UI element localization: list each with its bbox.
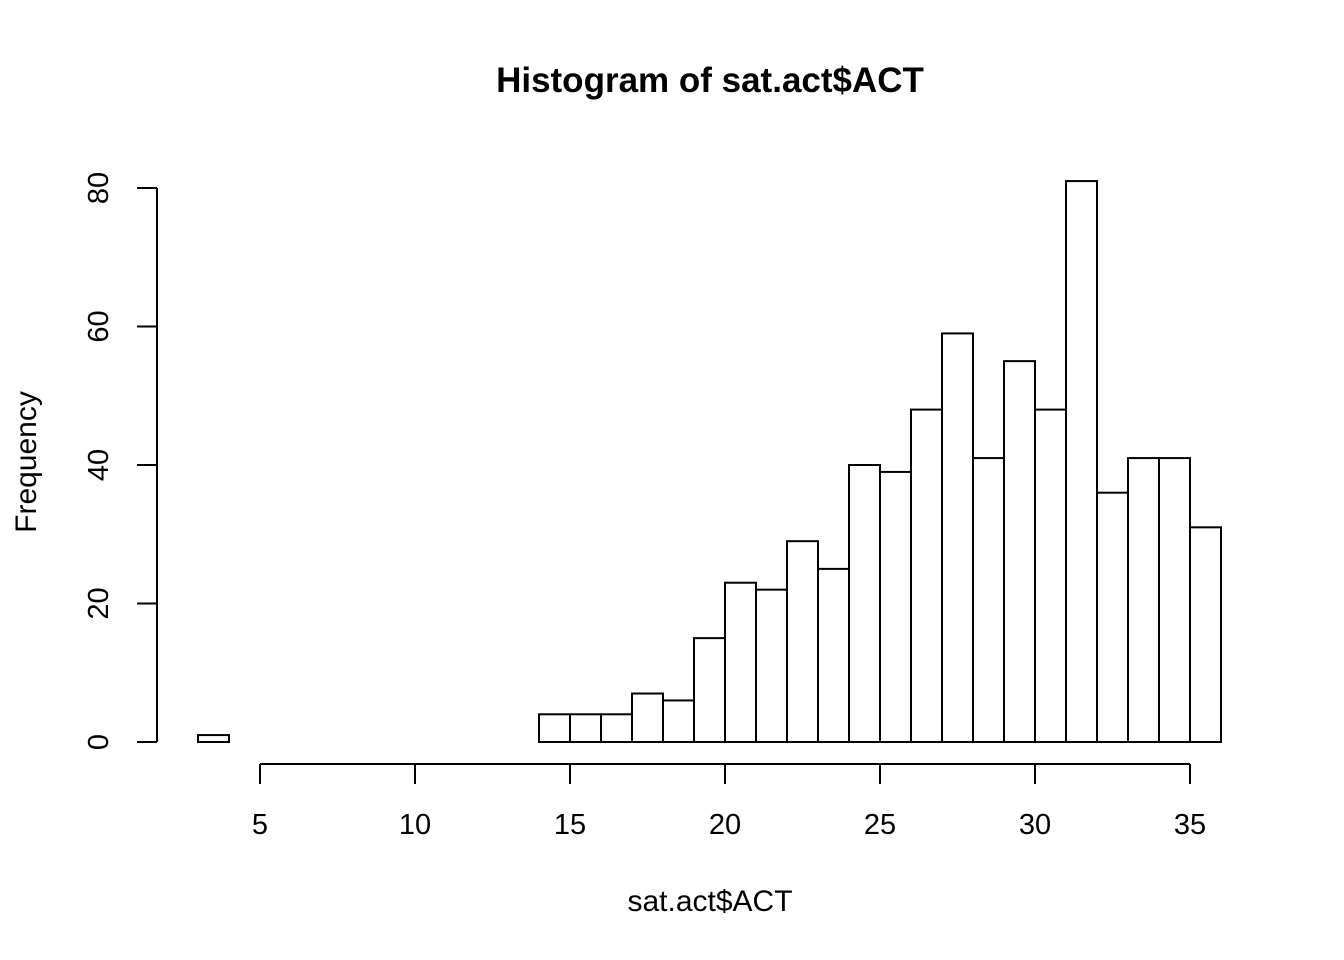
x-tick-label-5: 5 — [252, 809, 268, 841]
y-axis-label: Frequency — [10, 391, 43, 533]
x-tick-label-15: 15 — [554, 809, 586, 841]
histogram-bar-14-15 — [538, 713, 571, 743]
x-tick-label-25: 25 — [864, 809, 896, 841]
histogram-bar-23-24 — [817, 567, 850, 743]
histogram-bar-31-32 — [1065, 180, 1098, 743]
y-axis: 0 20 40 60 80 — [83, 172, 158, 750]
x-axis: 5 10 15 20 25 30 35 — [252, 763, 1206, 841]
histogram-bar-29-30 — [1003, 360, 1036, 743]
histogram-bar-26-27 — [910, 408, 943, 743]
histogram-bar-30-31 — [1034, 408, 1067, 743]
bars-group — [197, 180, 1222, 744]
histogram-bar-3-4 — [197, 734, 230, 744]
x-tick-label-35: 35 — [1174, 809, 1206, 841]
histogram-bar-35-36 — [1189, 526, 1222, 744]
histogram-bar-17-18 — [631, 692, 664, 744]
histogram-bar-32-33 — [1096, 491, 1129, 744]
histogram-bar-34-35 — [1158, 457, 1191, 743]
histogram-bar-21-22 — [755, 588, 788, 744]
histogram-bar-28-29 — [972, 457, 1005, 743]
y-tick-label-40: 40 — [83, 449, 115, 481]
histogram-bar-19-20 — [693, 637, 726, 743]
histogram-bar-16-17 — [600, 713, 633, 743]
chart-title: Histogram of sat.act$ACT — [496, 61, 924, 100]
histogram-bar-18-19 — [662, 699, 695, 744]
x-tick-label-10: 10 — [399, 809, 431, 841]
histogram-bar-27-28 — [941, 332, 974, 743]
x-axis-label: sat.act$ACT — [627, 885, 792, 918]
x-tick-label-20: 20 — [709, 809, 741, 841]
histogram-bar-33-34 — [1127, 457, 1160, 743]
y-tick-label-80: 80 — [83, 172, 115, 204]
histogram-bar-20-21 — [724, 581, 757, 743]
histogram-bar-22-23 — [786, 540, 819, 743]
y-tick-label-20: 20 — [83, 587, 115, 619]
histogram-bar-15-16 — [569, 713, 602, 743]
y-tick-label-60: 60 — [83, 310, 115, 342]
histogram-bar-25-26 — [879, 470, 912, 743]
y-tick-label-0: 0 — [83, 734, 115, 750]
x-tick-label-30: 30 — [1019, 809, 1051, 841]
histogram-bar-24-25 — [848, 464, 881, 743]
